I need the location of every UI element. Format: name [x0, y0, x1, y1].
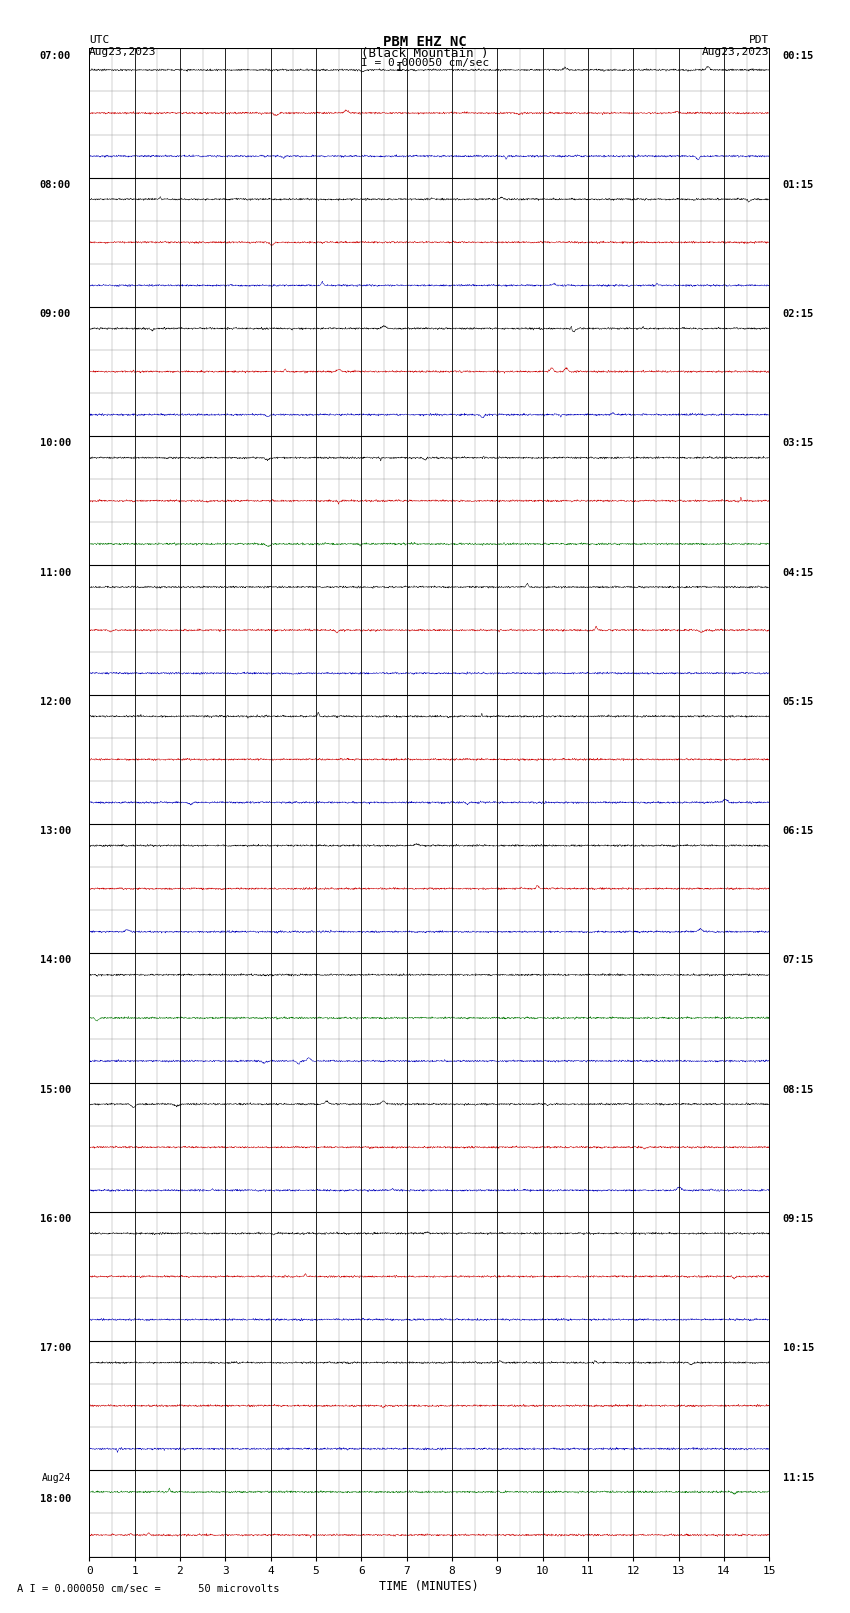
Text: I = 0.000050 cm/sec: I = 0.000050 cm/sec [361, 58, 489, 68]
Text: 17:00: 17:00 [40, 1344, 71, 1353]
X-axis label: TIME (MINUTES): TIME (MINUTES) [379, 1579, 479, 1592]
Text: 13:00: 13:00 [40, 826, 71, 836]
Text: 10:00: 10:00 [40, 439, 71, 448]
Text: PBM EHZ NC: PBM EHZ NC [383, 35, 467, 50]
Text: 00:15: 00:15 [783, 50, 814, 61]
Text: 15:00: 15:00 [40, 1084, 71, 1095]
Text: 14:00: 14:00 [40, 955, 71, 966]
Text: 02:15: 02:15 [783, 310, 814, 319]
Text: 05:15: 05:15 [783, 697, 814, 706]
Text: 04:15: 04:15 [783, 568, 814, 577]
Text: 01:15: 01:15 [783, 179, 814, 190]
Text: 08:00: 08:00 [40, 179, 71, 190]
Text: 09:00: 09:00 [40, 310, 71, 319]
Text: UTC: UTC [89, 35, 110, 45]
Text: 18:00: 18:00 [40, 1494, 71, 1503]
Text: Aug24: Aug24 [42, 1473, 71, 1482]
Text: 10:15: 10:15 [783, 1344, 814, 1353]
Text: 16:00: 16:00 [40, 1215, 71, 1224]
Text: A I = 0.000050 cm/sec =      50 microvolts: A I = 0.000050 cm/sec = 50 microvolts [17, 1584, 280, 1594]
Text: 08:15: 08:15 [783, 1084, 814, 1095]
Text: 11:00: 11:00 [40, 568, 71, 577]
Text: 06:15: 06:15 [783, 826, 814, 836]
Text: 07:00: 07:00 [40, 50, 71, 61]
Text: Aug23,2023: Aug23,2023 [702, 47, 769, 56]
Text: (Black Mountain ): (Black Mountain ) [361, 47, 489, 60]
Text: I: I [396, 61, 403, 74]
Text: 11:15: 11:15 [783, 1473, 814, 1482]
Text: 09:15: 09:15 [783, 1215, 814, 1224]
Text: PDT: PDT [749, 35, 769, 45]
Text: 07:15: 07:15 [783, 955, 814, 966]
Text: Aug23,2023: Aug23,2023 [89, 47, 156, 56]
Text: 03:15: 03:15 [783, 439, 814, 448]
Text: 12:00: 12:00 [40, 697, 71, 706]
